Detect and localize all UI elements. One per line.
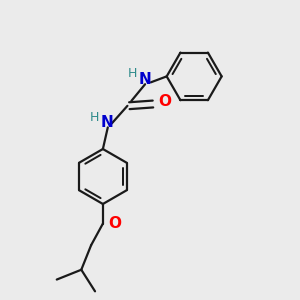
Text: N: N — [100, 115, 113, 130]
Text: H: H — [128, 67, 137, 80]
Text: O: O — [158, 94, 171, 110]
Text: N: N — [139, 72, 152, 87]
Text: O: O — [108, 216, 121, 231]
Text: H: H — [89, 111, 99, 124]
